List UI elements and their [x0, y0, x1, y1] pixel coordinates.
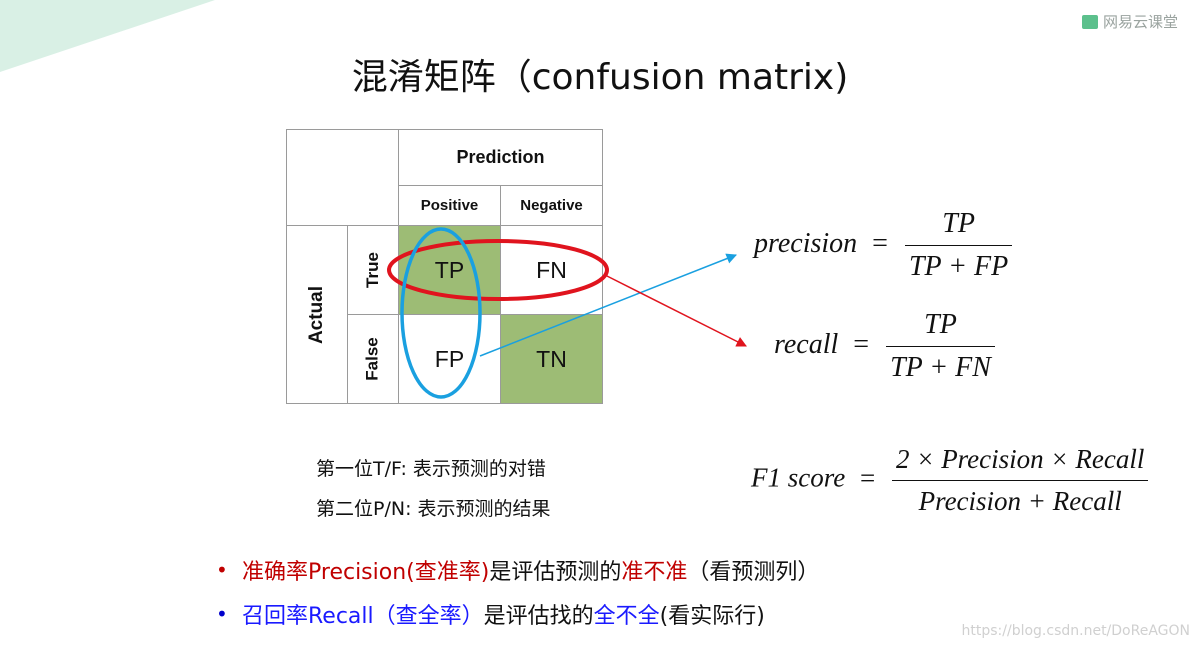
precision-formula: precision = TP TP + FP [754, 208, 1013, 283]
recall-denominator: TP + FN [890, 352, 991, 383]
false-row-header: False [346, 314, 400, 404]
precision-fraction: TP TP + FP [904, 208, 1013, 283]
recall-fraction: TP TP + FN [886, 309, 995, 384]
f1-equals: = [859, 462, 876, 493]
precision-arrow [479, 253, 737, 357]
bullet-precision-key: 准不准 [621, 560, 688, 585]
bullet-precision-mid: 是评估预测的 [489, 560, 622, 585]
f1-fraction: 2 × Precision × Recall Precision + Recal… [891, 444, 1149, 517]
precision-numerator: TP [904, 208, 1013, 246]
recall-numerator: TP [886, 309, 995, 347]
positive-header: Positive [398, 184, 501, 227]
precision-equals: = [872, 227, 888, 259]
positive-column-blue-ellipse [400, 227, 482, 399]
brand-logo-text: 网易云课堂 [1102, 13, 1178, 31]
notes-block: 第一位T/F: 表示预测的对错 第二位P/N: 表示预测的结果 [316, 449, 551, 529]
watermark: https://blog.csdn.net/DoReAGON [961, 623, 1190, 639]
f1-formula: F1 score = 2 × Precision × Recall Precis… [751, 444, 1149, 517]
recall-formula: recall = TP TP + FN [774, 309, 995, 384]
bullet-dot-icon: • [216, 602, 228, 626]
bullet-recall-key: 全不全 [593, 604, 660, 629]
note-line-1: 第一位T/F: 表示预测的对错 [316, 458, 546, 480]
note-line-2: 第二位P/N: 表示预测的结果 [316, 498, 551, 520]
decorative-corner [0, 0, 215, 72]
bullet-recall-mid: 是评估找的 [483, 604, 594, 629]
f1-denominator: Precision + Recall [918, 486, 1122, 516]
bullet-recall: • 召回率Recall（查全率） 是评估找的 全不全 (看实际行) [216, 592, 819, 636]
bullet-dot-icon: • [216, 558, 228, 582]
true-row-red-ellipse [387, 239, 609, 301]
recall-lhs: recall [774, 328, 839, 360]
f1-numerator: 2 × Precision × Recall [891, 444, 1149, 481]
tn-cell: TN [500, 314, 603, 404]
precision-lhs: precision [754, 227, 858, 259]
bullet-precision: • 准确率Precision(查准率) 是评估预测的 准不准 （看预测列） [216, 548, 819, 592]
bullet-recall-end: (看实际行) [659, 604, 765, 629]
netease-cloud-classroom-logo-icon [1081, 14, 1098, 29]
bullet-precision-term: 准确率Precision(查准率) [242, 560, 490, 585]
bullet-list: • 准确率Precision(查准率) 是评估预测的 准不准 （看预测列） • … [216, 548, 819, 636]
bullet-recall-term: 召回率Recall（查全率） [242, 604, 484, 629]
brand-logo: 网易云课堂 [1081, 11, 1178, 32]
slide-title: 混淆矩阵（confusion matrix) [351, 57, 849, 98]
f1-lhs: F1 score [751, 462, 846, 493]
precision-denominator: TP + FP [908, 251, 1009, 282]
prediction-header: Prediction [398, 129, 603, 186]
negative-header: Negative [500, 184, 603, 227]
fp-cell: FP [398, 314, 501, 404]
recall-arrow [604, 274, 747, 347]
bullet-precision-end: （看预测列） [687, 560, 820, 585]
recall-equals: = [853, 328, 870, 360]
